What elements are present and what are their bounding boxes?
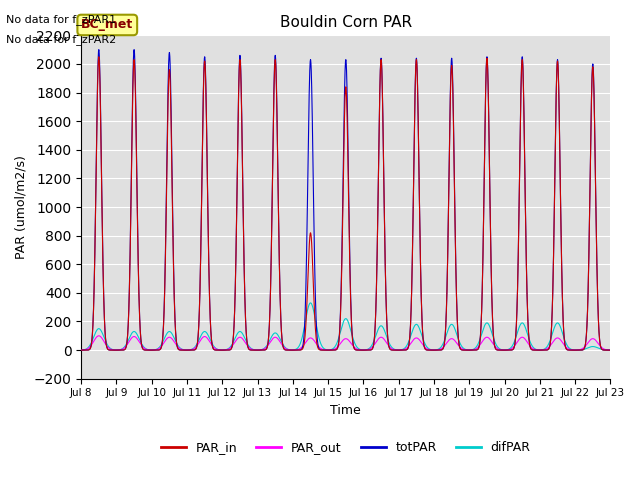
difPAR xyxy=(307,300,314,306)
PAR_out xyxy=(95,333,102,339)
PAR_out xyxy=(225,346,233,352)
PAR_in xyxy=(95,54,102,60)
PAR_out xyxy=(607,347,614,353)
PAR_out xyxy=(606,347,614,353)
Text: BC_met: BC_met xyxy=(81,18,133,32)
PAR_in xyxy=(397,347,405,353)
PAR_out xyxy=(397,347,405,353)
difPAR xyxy=(606,347,614,353)
PAR_in xyxy=(225,347,233,353)
Line: totPAR: totPAR xyxy=(81,49,611,350)
difPAR xyxy=(406,334,414,339)
Text: No data for f_zPAR1: No data for f_zPAR1 xyxy=(6,14,116,25)
totPAR xyxy=(606,347,614,353)
PAR_out xyxy=(406,341,414,347)
totPAR xyxy=(191,347,198,353)
PAR_in xyxy=(556,172,564,178)
PAR_out xyxy=(556,336,564,342)
totPAR xyxy=(77,347,85,353)
Text: No data for f_zPAR2: No data for f_zPAR2 xyxy=(6,34,116,45)
PAR_in xyxy=(607,347,614,353)
totPAR xyxy=(556,171,564,177)
PAR_out xyxy=(77,347,85,353)
Line: PAR_in: PAR_in xyxy=(81,57,611,350)
difPAR xyxy=(556,324,564,329)
totPAR xyxy=(406,323,414,328)
Legend: PAR_in, PAR_out, totPAR, difPAR: PAR_in, PAR_out, totPAR, difPAR xyxy=(156,436,536,459)
PAR_in xyxy=(406,323,414,328)
Y-axis label: PAR (umol/m2/s): PAR (umol/m2/s) xyxy=(15,155,28,259)
PAR_in xyxy=(606,347,614,353)
difPAR xyxy=(225,345,233,351)
PAR_out xyxy=(191,345,198,351)
difPAR xyxy=(77,347,85,353)
PAR_in xyxy=(77,347,85,353)
Line: difPAR: difPAR xyxy=(81,303,611,350)
Line: PAR_out: PAR_out xyxy=(81,336,611,350)
difPAR xyxy=(397,347,405,353)
X-axis label: Time: Time xyxy=(330,404,361,417)
PAR_in xyxy=(191,347,198,353)
totPAR xyxy=(397,347,405,353)
totPAR xyxy=(95,47,102,52)
Title: Bouldin Corn PAR: Bouldin Corn PAR xyxy=(280,15,412,30)
totPAR xyxy=(225,347,233,353)
totPAR xyxy=(607,347,614,353)
difPAR xyxy=(191,345,198,350)
difPAR xyxy=(607,347,614,353)
